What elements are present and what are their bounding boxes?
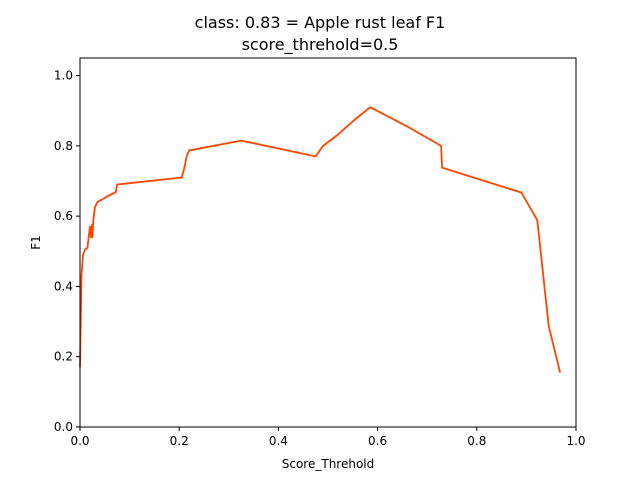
chart-title-line1: class: 0.83 = Apple rust leaf F1 (195, 13, 446, 32)
x-axis-label: Score_Threhold (282, 457, 375, 471)
y-axis-label: F1 (29, 235, 43, 250)
y-tick-label: 0.6 (54, 209, 73, 223)
x-tick-label: 0.0 (70, 434, 89, 448)
y-axis-ticks: 0.0 0.2 0.4 0.6 0.8 1.0 (54, 69, 80, 434)
x-axis-ticks: 0.0 0.2 0.4 0.6 0.8 1.0 (70, 427, 586, 448)
x-tick-label: 0.2 (170, 434, 189, 448)
plot-frame (79, 57, 577, 428)
x-tick-label: 1.0 (566, 434, 585, 448)
plot-area (79, 106, 562, 373)
y-tick-label: 0.0 (54, 420, 73, 434)
y-tick-label: 0.2 (54, 350, 73, 364)
y-tick-label: 0.8 (54, 139, 73, 153)
y-tick-label: 0.4 (54, 279, 73, 293)
chart-title-line2: score_threhold=0.5 (242, 35, 399, 55)
x-tick-label: 0.4 (269, 434, 288, 448)
y-tick-label: 1.0 (54, 69, 73, 83)
x-tick-label: 0.6 (368, 434, 387, 448)
series-line-f1 (79, 106, 562, 373)
x-tick-label: 0.8 (467, 434, 486, 448)
